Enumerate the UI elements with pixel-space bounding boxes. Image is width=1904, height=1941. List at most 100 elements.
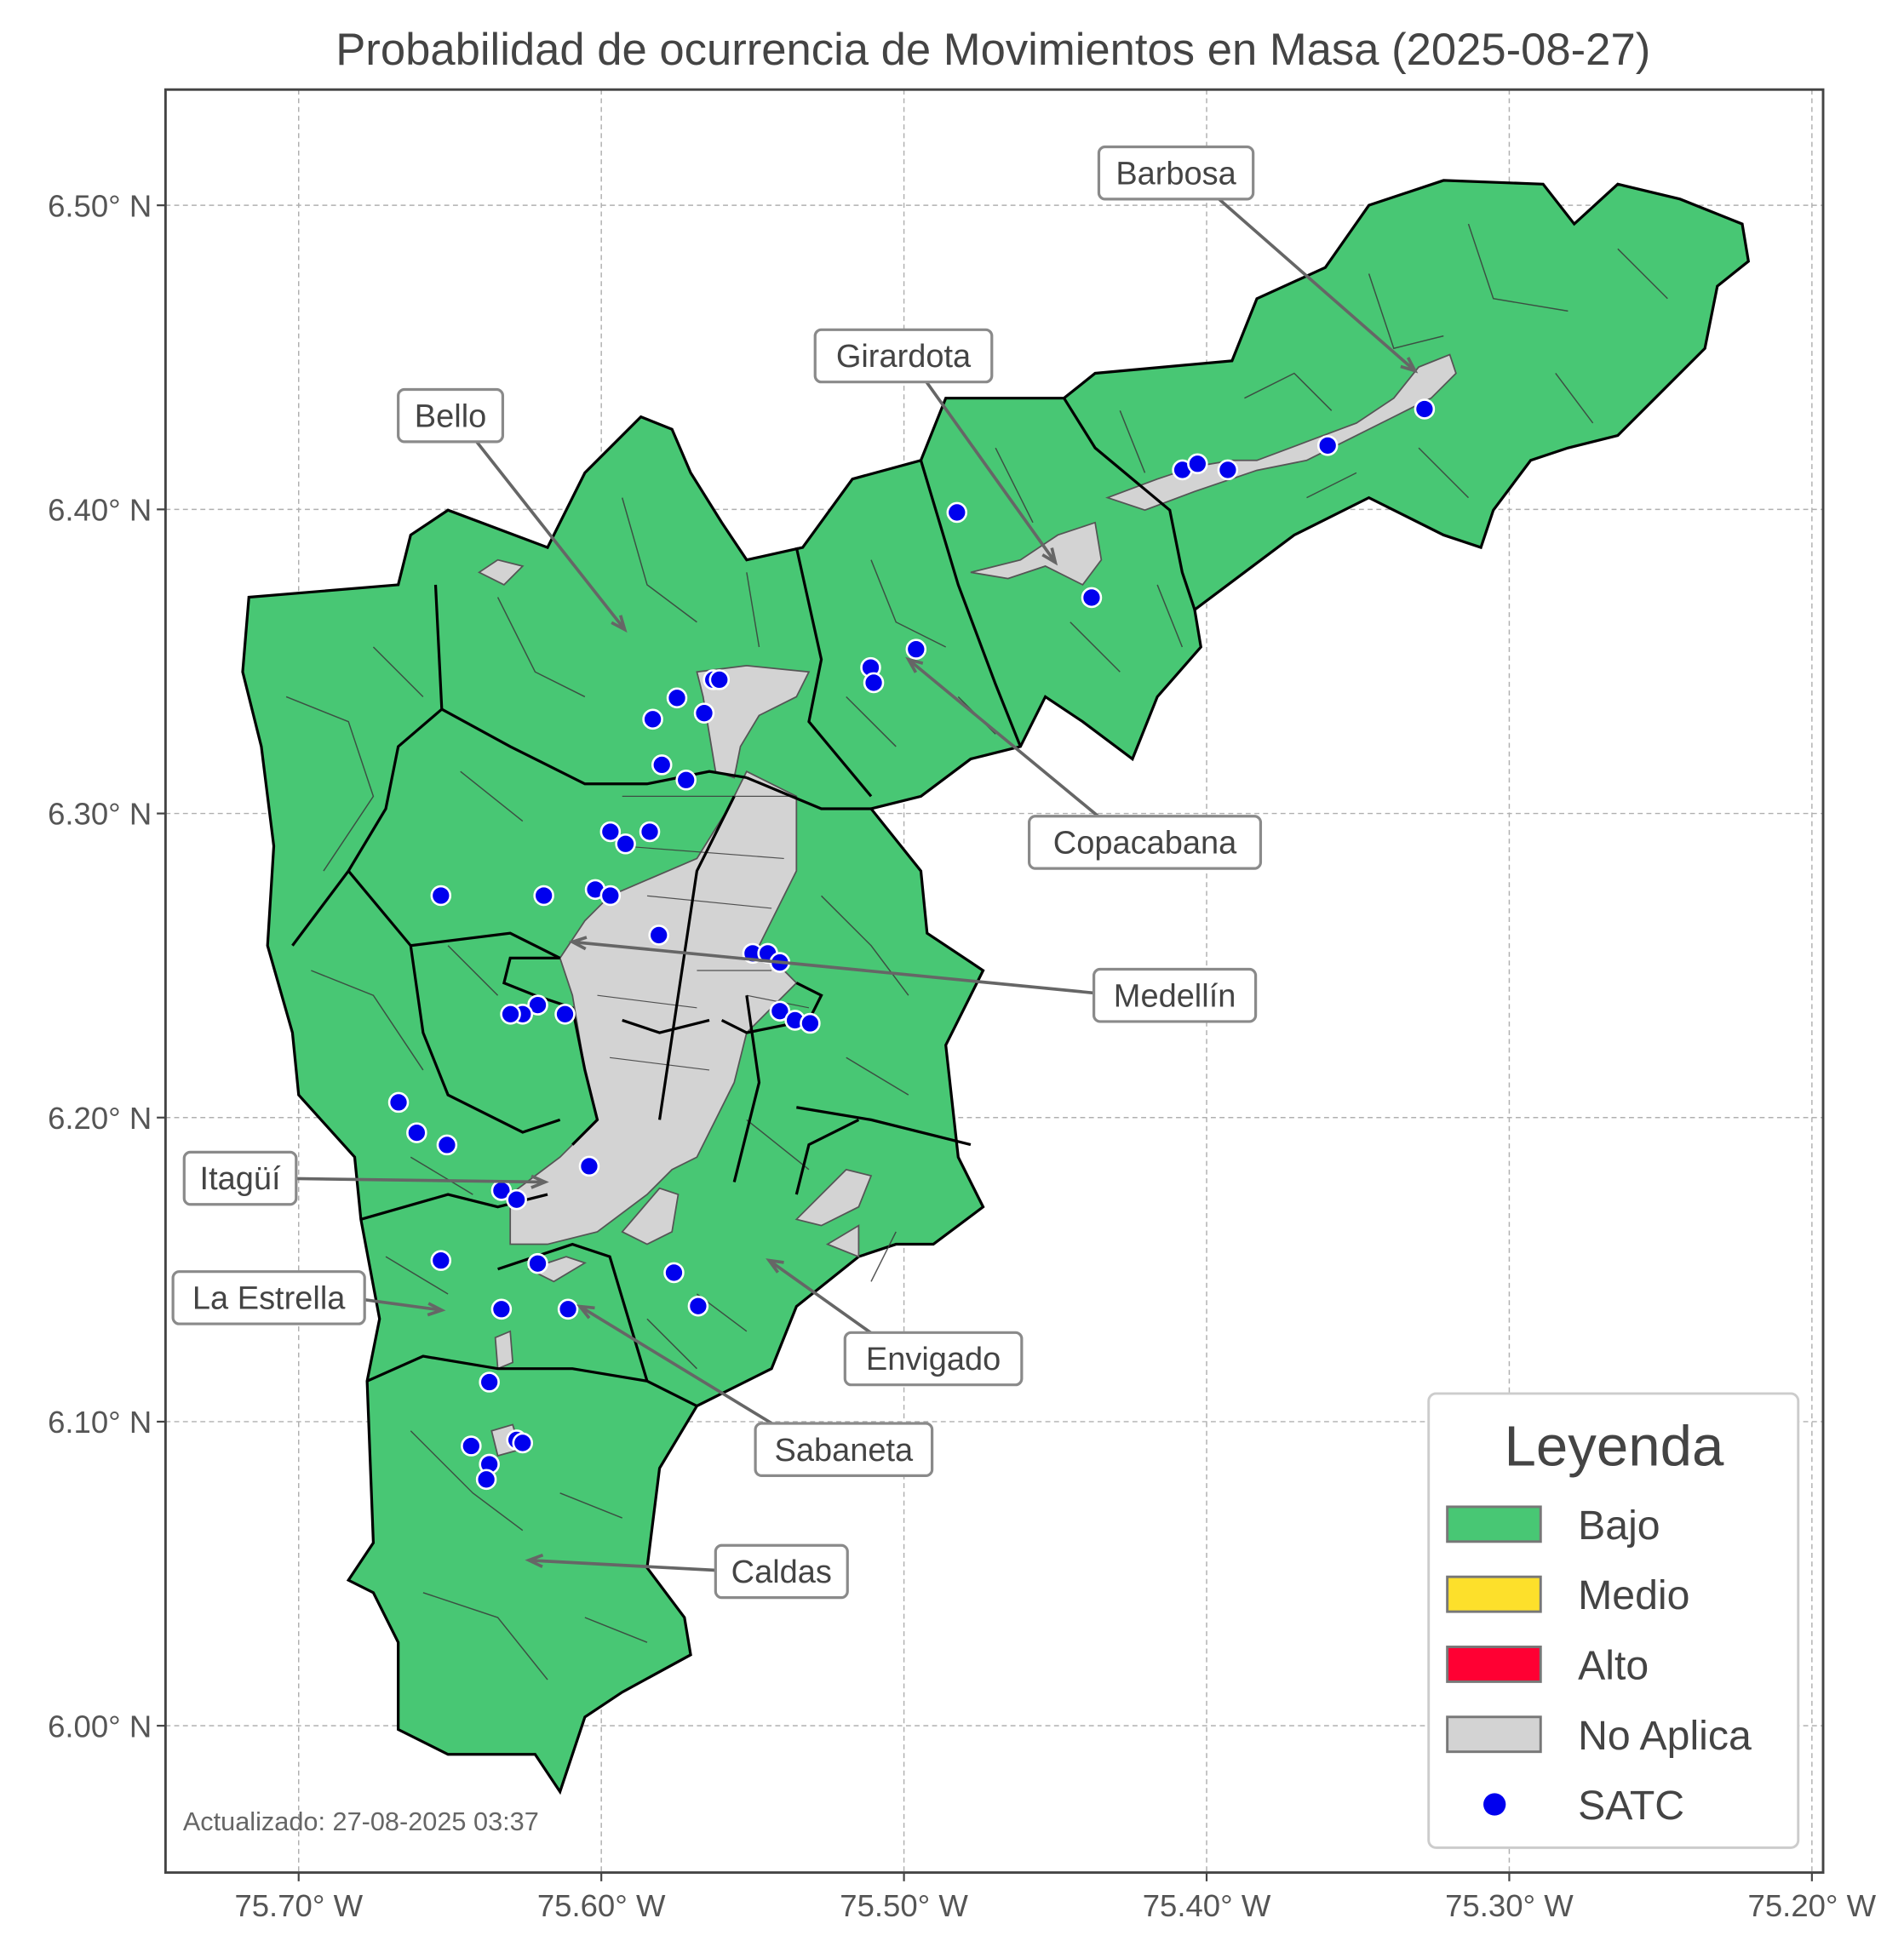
annotation-la-estrella: La Estrella <box>171 1270 446 1325</box>
x-tick-label: 75.30° W <box>1445 1888 1574 1923</box>
satc-station-point[interactable] <box>527 1252 548 1274</box>
satc-station-point[interactable] <box>687 1295 709 1317</box>
satc-station-point[interactable] <box>533 885 554 907</box>
satc-station-point[interactable] <box>648 925 669 946</box>
arrowhead <box>568 936 588 951</box>
y-tick-label: 6.20° N <box>48 1101 152 1136</box>
satc-station-point[interactable] <box>430 885 452 907</box>
annotation-label: Bello <box>415 398 486 434</box>
annotation-label: Copacabana <box>1053 826 1237 862</box>
annotation-label: Itagüí <box>200 1161 281 1197</box>
x-tick-label: 75.60° W <box>537 1888 666 1923</box>
annotation-box <box>754 1422 934 1477</box>
satc-station-point[interactable] <box>651 754 673 776</box>
satc-station-point[interactable] <box>599 885 622 907</box>
plot-frame <box>163 88 1825 1875</box>
x-tick-label: 75.40° W <box>1143 1888 1271 1923</box>
x-tick-label: 75.70° W <box>234 1888 363 1923</box>
annotation-label: Caldas <box>731 1555 832 1590</box>
satc-station-point[interactable] <box>639 821 661 843</box>
annotation-medellin: Medellín <box>568 936 1258 1023</box>
annotation-bello: Bello <box>397 387 628 633</box>
annotation-box <box>813 328 994 384</box>
legend-label: No Aplica <box>1578 1713 1752 1759</box>
annotation-box <box>397 387 505 444</box>
annotation-label: Sabaneta <box>775 1433 915 1469</box>
arrowhead <box>427 1302 446 1317</box>
satc-station-point[interactable] <box>800 1012 821 1034</box>
arrowhead <box>1400 357 1419 374</box>
annotation-box <box>1028 815 1263 870</box>
satc-station-point[interactable] <box>490 1298 513 1320</box>
annotation-box <box>182 1150 298 1206</box>
satc-station-point[interactable] <box>506 1188 527 1211</box>
annotation-envigado: Envigado <box>766 1258 1024 1387</box>
legend-swatch <box>1446 1715 1542 1754</box>
satc-station-point[interactable] <box>557 1298 579 1320</box>
satc-station-point[interactable] <box>946 501 968 524</box>
arrowhead <box>766 1258 784 1274</box>
annotation-barbosa: Barbosa <box>1097 145 1419 374</box>
satc-station-point[interactable] <box>615 833 636 855</box>
annotation-arrow <box>768 1259 889 1346</box>
satc-station-point[interactable] <box>1217 459 1239 481</box>
municipality-annotations: Barbosa Girardota Bello Copacabana Medellín I… <box>171 145 1419 1600</box>
annotation-arrow <box>471 435 627 631</box>
annotation-arrow <box>364 1297 443 1312</box>
annotation-arrow <box>579 1305 794 1438</box>
annotation-arrow <box>529 1558 716 1572</box>
satc-station-point[interactable] <box>500 1004 521 1025</box>
satc-station-point[interactable] <box>1316 435 1339 456</box>
satc-station-point[interactable] <box>708 669 731 690</box>
satc-station-point[interactable] <box>461 1435 482 1457</box>
satc-station-point[interactable] <box>578 1155 600 1177</box>
y-tick-label: 6.50° N <box>48 188 152 223</box>
satc-station-point[interactable] <box>479 1371 500 1393</box>
legend-title: Leyenda <box>1505 1415 1725 1479</box>
annotation-arrow <box>1207 189 1416 372</box>
satc-station-point[interactable] <box>1187 453 1208 475</box>
satc-station-point[interactable] <box>527 994 548 1016</box>
legend-item-satc: SATC <box>1483 1783 1684 1829</box>
arrowhead <box>525 1553 544 1568</box>
satc-station-point[interactable] <box>599 821 622 843</box>
satc-station-point[interactable] <box>675 769 697 791</box>
y-tick-label: 6.30° N <box>48 797 152 832</box>
municipal-boundaries <box>291 397 1196 1407</box>
x-tick-label: 75.50° W <box>840 1888 968 1923</box>
satc-station-point[interactable] <box>406 1122 427 1143</box>
satc-station-point[interactable] <box>554 1004 576 1025</box>
annotation-label: Barbosa <box>1115 156 1236 192</box>
annotation-box <box>171 1270 366 1325</box>
satc-station-point[interactable] <box>1414 398 1436 420</box>
satc-station-point[interactable] <box>475 1469 497 1491</box>
annotation-arrow <box>572 940 1095 995</box>
legend-item-alto: Alto <box>1446 1642 1649 1688</box>
satc-station-point[interactable] <box>693 702 715 724</box>
satc-station-point[interactable] <box>430 1250 452 1271</box>
satc-station-point[interactable] <box>863 672 885 694</box>
satc-station-point[interactable] <box>769 1000 791 1022</box>
satc-station-point[interactable] <box>387 1091 410 1114</box>
satc-station-point[interactable] <box>512 1432 534 1454</box>
arrowhead <box>576 1304 595 1320</box>
satc-station-point[interactable] <box>436 1134 458 1156</box>
satc-station-point[interactable] <box>1081 587 1103 609</box>
x-tick-label: 75.20° W <box>1748 1888 1877 1923</box>
annotation-girardota: Girardota <box>813 328 1058 566</box>
updated-timestamp: Actualizado: 27-08-2025 03:37 <box>183 1806 539 1836</box>
satc-station-point[interactable] <box>642 708 663 730</box>
legend-item-bajo: Bajo <box>1446 1503 1660 1549</box>
annotation-copacabana: Copacabana <box>905 656 1263 870</box>
satc-station-point[interactable] <box>905 638 927 660</box>
annotation-label: La Estrella <box>192 1281 346 1317</box>
annotation-label: Medellín <box>1114 978 1236 1014</box>
region-bajo <box>241 179 1751 1795</box>
satc-station-point[interactable] <box>666 687 688 709</box>
y-axis-ticks: 6.50° N 6.40° N 6.30° N 6.20° N 6.10° N 6.00°… <box>48 188 166 1743</box>
arrowhead <box>611 615 628 633</box>
satc-station-point[interactable] <box>663 1262 685 1284</box>
annotation-sabaneta: Sabaneta <box>576 1304 934 1477</box>
satc-points <box>387 398 1436 1491</box>
